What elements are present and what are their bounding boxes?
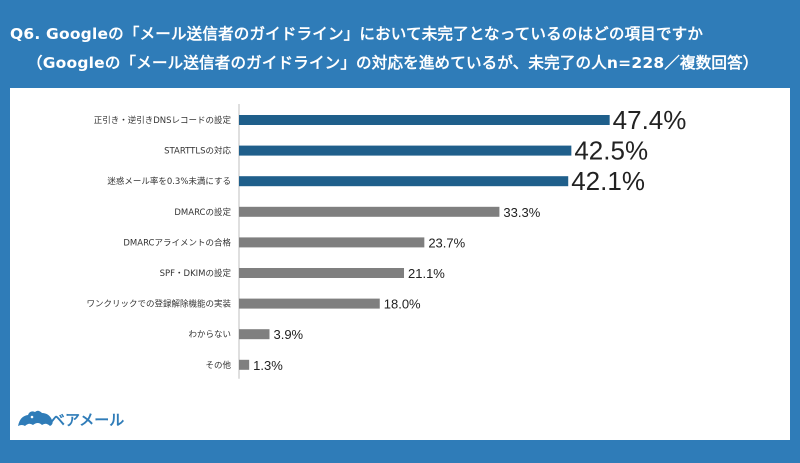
value-label: 1.3% <box>253 358 283 373</box>
value-label: 21.1% <box>408 266 445 281</box>
chart-title: Q6. Googleの「メール送信者のガイドライン」において未完了となっているの… <box>10 25 704 43</box>
bar <box>239 176 569 187</box>
bar <box>239 115 610 125</box>
bar <box>239 298 380 309</box>
value-label: 23.7% <box>428 235 465 250</box>
category-label: DMARCアライメントの合格 <box>123 237 231 248</box>
chart-subtitle: （Googleの「メール送信者のガイドライン」の対応を進めているが、未完了の人n… <box>27 54 759 72</box>
value-label: 33.3% <box>503 205 540 220</box>
value-label: 18.0% <box>384 297 421 312</box>
value-label: 42.1% <box>571 166 645 196</box>
value-label: 42.5% <box>574 136 648 166</box>
category-label: ワンクリックでの登録解除機能の実装 <box>86 299 231 310</box>
bar-chart: 正引き・逆引きDNSレコードの設定 47.4% STARTTLSの対応 42.5% 迷惑… <box>86 104 687 379</box>
category-label: SPF・DKIMの設定 <box>160 268 232 279</box>
bar <box>239 268 405 278</box>
category-label: 正引き・逆引きDNSレコードの設定 <box>94 115 232 126</box>
bar <box>239 145 572 156</box>
bear-logo-icon <box>18 410 53 426</box>
bar <box>239 206 500 217</box>
category-label: STARTTLSの対応 <box>164 146 231 157</box>
category-label: その他 <box>205 360 231 371</box>
value-label: 47.4% <box>613 105 687 135</box>
logo-text: ベアメール <box>50 411 125 429</box>
value-label: 3.9% <box>273 327 303 342</box>
category-label: DMARCの設定 <box>174 207 231 218</box>
category-label: わからない <box>188 330 231 340</box>
category-label: 迷惑メール率を0.3%未満にする <box>107 176 231 187</box>
bar <box>239 237 425 248</box>
bar <box>239 329 270 340</box>
chart-panel: 正引き・逆引きDNSレコードの設定 47.4% STARTTLSの対応 42.5% 迷惑… <box>10 88 790 440</box>
bar <box>239 359 250 370</box>
